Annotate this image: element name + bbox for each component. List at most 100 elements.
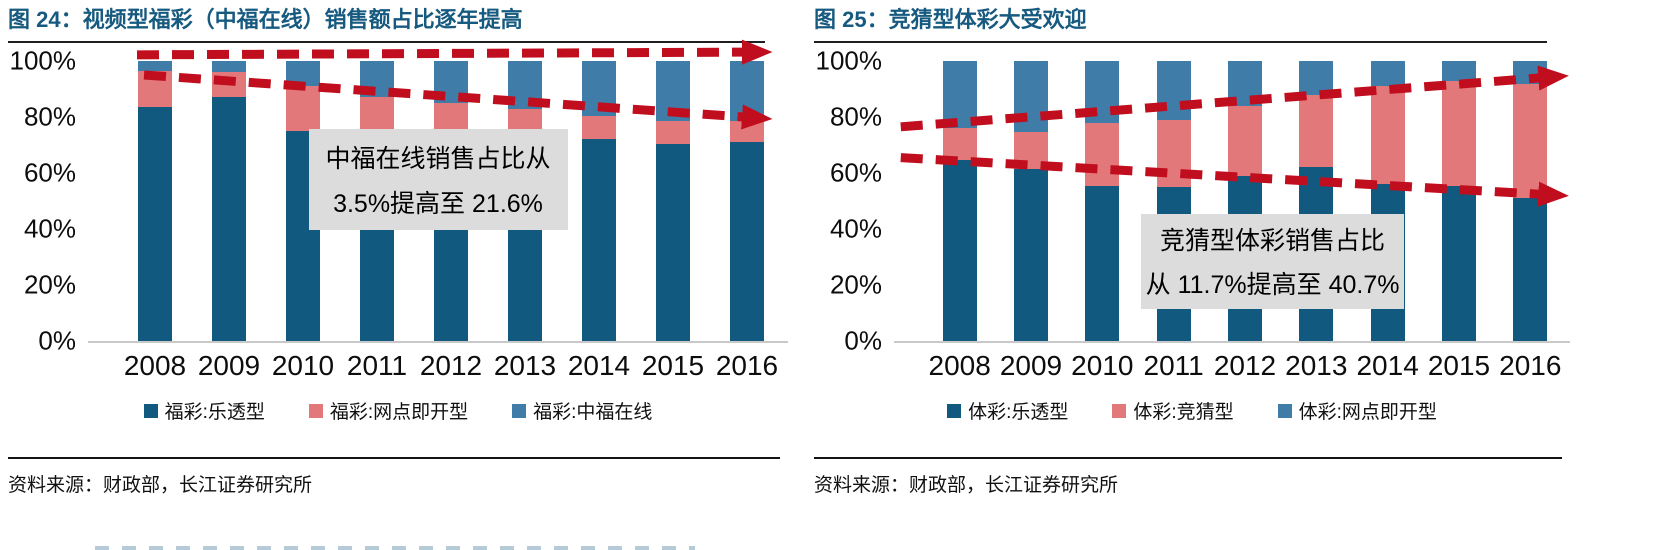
bar-segment [730, 61, 764, 122]
bar-slot [1495, 61, 1566, 341]
bar-column-2015 [1441, 61, 1476, 341]
legend-item: 体彩:竞猜型 [1112, 397, 1234, 424]
bar-segment [582, 115, 616, 140]
x-tick-label: 2015 [1427, 350, 1491, 381]
bar-slot [1067, 61, 1138, 341]
bar-segment [1156, 61, 1191, 120]
annotation-line: 竞猜型体彩销售占比 [1160, 227, 1386, 256]
source-divider [8, 457, 781, 459]
x-tick-label: 2014 [567, 350, 631, 381]
bar-segment [1227, 105, 1262, 176]
bar-segment [212, 72, 246, 98]
x-tick-label: 2011 [1143, 350, 1204, 381]
bar-column-2016 [730, 61, 764, 341]
bar-segment [1085, 185, 1120, 341]
y-tick-label: 60% [829, 157, 882, 188]
bar-segment [656, 61, 690, 122]
bar-column-2009 [1013, 61, 1048, 341]
legend-item: 福彩:乐透型 [143, 397, 265, 424]
legend-item: 体彩:网点即开型 [1277, 397, 1437, 424]
x-tick-label: 2008 [123, 350, 187, 381]
legend-label: 福彩:网点即开型 [329, 402, 469, 423]
legend-item: 福彩:网点即开型 [308, 397, 469, 424]
annotation-box: 中福在线销售占比从 3.5%提高至 21.6% [308, 129, 568, 230]
y-tick-label: 40% [23, 213, 76, 244]
annotation-line: 3.5%提高至 21.6% [333, 190, 543, 219]
title-underline [8, 41, 765, 43]
bar-segment [1085, 61, 1120, 123]
bar-segment [1085, 122, 1120, 186]
bar-slot [710, 61, 784, 341]
bar-segment [1013, 168, 1048, 341]
legend-swatch [947, 403, 962, 418]
stacked-bar-chart-welfare-lottery: 0% 20% 40% 60% 80% 100% 中福在线销售占比从 3.5%提高至 21.… [8, 39, 788, 382]
y-tick-label: 40% [829, 213, 882, 244]
bar-segment [138, 61, 172, 71]
bar-segment [582, 61, 616, 116]
bar-segment [1299, 61, 1334, 95]
bar-column-2009 [212, 61, 246, 341]
bar-slot [192, 61, 266, 341]
trend-arrow [136, 39, 773, 65]
y-tick-label: 100% [815, 45, 883, 76]
x-tick-label: 2009 [999, 350, 1063, 381]
source-text: 资料来源：财政部，长江证券研究所 [8, 475, 313, 496]
legend-swatch [143, 403, 158, 418]
bar-slot [995, 61, 1066, 341]
x-tick-label: 2016 [1499, 350, 1562, 381]
x-tick-label: 2015 [641, 350, 705, 381]
legend-swatch [1277, 403, 1292, 418]
legend: 体彩:乐透型 体彩:竞猜型 体彩:网点即开型 [814, 397, 1570, 424]
figure-title: 图 25：竞猜型体彩大受欢迎 [814, 7, 1087, 32]
x-tick-label: 2014 [1356, 350, 1419, 381]
x-tick-label: 2010 [271, 350, 335, 381]
x-axis-labels: 2008 2009 2010 2011 2012 2013 2014 2015 2016 [88, 350, 788, 382]
bar-segment [942, 61, 977, 128]
bar-segment [138, 107, 172, 341]
x-tick-label: 2009 [197, 350, 261, 381]
y-tick-label: 0% [38, 325, 76, 356]
bar-segment [1513, 83, 1548, 198]
y-tick-label: 60% [23, 157, 76, 188]
plot-wrap: 竞猜型体彩销售占比 从 11.7%提高至 40.7% 2008 2009 2010 2… [894, 61, 1570, 382]
y-tick-label: 20% [23, 269, 76, 300]
plot-wrap: 中福在线销售占比从 3.5%提高至 21.6% 2008 2009 2010 2011… [88, 39, 788, 382]
bar-segment [286, 86, 320, 131]
figure-panel-25: 图 25：竞猜型体彩大受欢迎 0% 20% 40% 60% 80% 100% 竞猜型体彩销… [814, 6, 1570, 497]
source-divider [814, 457, 1563, 459]
bar-segment [138, 70, 172, 108]
bar-slot [118, 61, 192, 341]
bar-segment [508, 61, 542, 109]
legend: 福彩:乐透型 福彩:网点即开型 福彩:中福在线 [8, 397, 788, 424]
legend-item: 福彩:中福在线 [512, 397, 652, 424]
bar-segment [1370, 86, 1405, 185]
y-tick-label: 80% [829, 101, 882, 132]
title-underline [814, 41, 1548, 43]
legend-label: 福彩:乐透型 [164, 402, 265, 423]
y-tick-label: 80% [23, 101, 76, 132]
bar-segment [582, 139, 616, 341]
bar-segment [212, 97, 246, 341]
bar-segment [360, 61, 394, 98]
x-tick-label: 2008 [928, 350, 991, 381]
bar-column-2015 [656, 61, 690, 341]
source-text: 资料来源：财政部，长江证券研究所 [814, 475, 1119, 496]
x-tick-label: 2010 [1071, 350, 1134, 381]
bar-segment [212, 61, 246, 73]
bar-column-2008 [942, 61, 977, 341]
figure-title: 图 24：视频型福彩（中福在线）销售额占比逐年提高 [8, 7, 523, 32]
y-tick-label: 100% [9, 45, 77, 76]
y-tick-label: 20% [829, 269, 882, 300]
legend-swatch [308, 403, 323, 418]
bar-segment [434, 61, 468, 104]
legend-item: 体彩:乐透型 [947, 397, 1068, 424]
bar-slot [924, 61, 995, 341]
bar-segment [730, 142, 764, 341]
x-tick-label: 2013 [493, 350, 557, 381]
figure-panels-row: 图 24：视频型福彩（中福在线）销售额占比逐年提高 0% 20% 40% 60% 80%… [8, 6, 1570, 497]
legend-label: 福彩:中福在线 [533, 402, 653, 423]
bar-column-2010 [1085, 61, 1120, 341]
x-tick-label: 2012 [419, 350, 483, 381]
legend-swatch [512, 403, 527, 418]
bar-segment [286, 61, 320, 87]
